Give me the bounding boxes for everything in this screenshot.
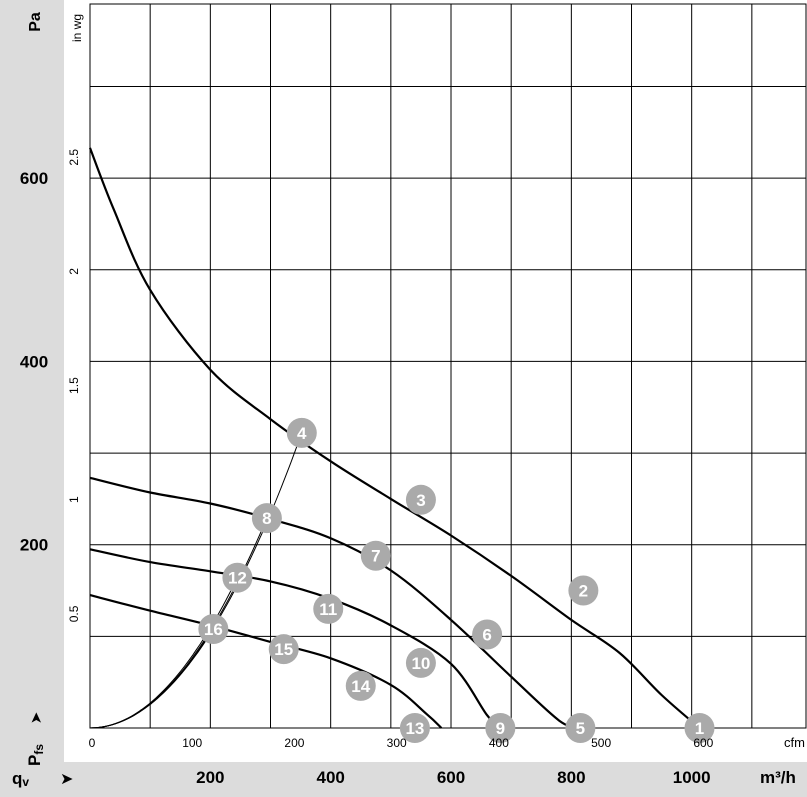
operating-point-label: 16 bbox=[204, 620, 223, 639]
operating-point-label: 7 bbox=[371, 547, 380, 566]
m3h-unit-label: m³/h bbox=[760, 768, 796, 787]
operating-point-marker bbox=[684, 713, 715, 743]
operating-point-marker bbox=[405, 647, 436, 678]
operating-point-marker bbox=[568, 575, 599, 606]
operating-point-label: 10 bbox=[411, 654, 430, 673]
operating-point-label: 11 bbox=[319, 600, 337, 619]
operating-point-marker bbox=[268, 634, 299, 665]
x-tick-label-m3h: 800 bbox=[557, 768, 585, 787]
qv-symbol-text: qv bbox=[12, 769, 29, 789]
operating-point-label: 15 bbox=[274, 640, 293, 659]
operating-line-4 bbox=[89, 628, 214, 729]
operating-point-12: 12 bbox=[222, 562, 253, 593]
x-tick-label-m3h: 1000 bbox=[673, 768, 711, 787]
fan-curve-1 bbox=[88, 147, 701, 729]
operating-point-16: 16 bbox=[198, 614, 229, 645]
fan-curve-4 bbox=[89, 594, 443, 729]
operating-point-label: 8 bbox=[262, 509, 271, 528]
operating-point-marker bbox=[405, 484, 436, 515]
grid-lines bbox=[89, 3, 807, 729]
operating-point-10: 10 bbox=[405, 647, 436, 678]
pa-unit-label: Pa bbox=[27, 12, 44, 32]
x-tick-label-cfm: 500 bbox=[591, 736, 611, 750]
x-tick-label-cfm: 300 bbox=[387, 736, 407, 750]
operating-point-label: 13 bbox=[405, 719, 424, 738]
operating-point-8: 8 bbox=[251, 503, 282, 534]
pfs-symbol: P bbox=[25, 755, 44, 766]
svg-text:Pfs: Pfs bbox=[25, 744, 46, 766]
y-tick-label-pa: 600 bbox=[20, 169, 48, 188]
operating-point-7: 7 bbox=[360, 540, 391, 571]
operating-point-label: 3 bbox=[416, 491, 425, 510]
operating-point-marker bbox=[198, 614, 229, 645]
x-tick-label-m3h: 200 bbox=[196, 768, 224, 787]
operating-point-label: 2 bbox=[579, 582, 588, 601]
operating-point-4: 4 bbox=[286, 417, 317, 448]
operating-point-marker bbox=[399, 713, 430, 743]
qv-symbol: q bbox=[12, 769, 22, 788]
y-tick-label-pa: 400 bbox=[20, 352, 48, 371]
x-tick-label-cfm: 100 bbox=[182, 736, 202, 750]
operating-point-marker bbox=[485, 713, 516, 743]
operating-point-11: 11 bbox=[313, 593, 344, 624]
y-tick-label-inwg: 2.5 bbox=[67, 149, 81, 166]
pfs-arrow: ➤ bbox=[28, 712, 45, 725]
operating-point-15: 15 bbox=[268, 634, 299, 665]
x-tick-label-cfm: 600 bbox=[693, 736, 713, 750]
operating-point-marker bbox=[345, 670, 376, 701]
operating-point-1: 1 bbox=[684, 713, 715, 743]
operating-point-marker bbox=[360, 540, 391, 571]
y-tick-label-pa: 200 bbox=[20, 536, 48, 555]
y-tick-label-inwg: 1.5 bbox=[67, 377, 81, 394]
operating-point-label: 9 bbox=[496, 719, 505, 738]
operating-point-marker bbox=[251, 503, 282, 534]
operating-point-label: 6 bbox=[482, 626, 491, 645]
y-tick-label-inwg: 1 bbox=[67, 496, 81, 503]
operating-point-label: 1 bbox=[695, 719, 704, 738]
left-axis-band bbox=[0, 0, 64, 797]
operating-point-label: 14 bbox=[351, 677, 370, 696]
x-tick-label-cfm: 200 bbox=[284, 736, 304, 750]
operating-point-label: 5 bbox=[576, 719, 585, 738]
operating-point-marker bbox=[313, 593, 344, 624]
cfm-unit-label: cfm bbox=[784, 735, 805, 750]
operating-point-3: 3 bbox=[405, 484, 436, 515]
x-tick-label-m3h: 400 bbox=[316, 768, 344, 787]
operating-point-6: 6 bbox=[472, 619, 503, 650]
operating-point-2: 2 bbox=[568, 575, 599, 606]
operating-point-9: 9 bbox=[485, 713, 516, 743]
qv-arrow: ➤ bbox=[60, 771, 73, 788]
y-tick-label-inwg: 0.5 bbox=[67, 605, 81, 622]
x-tick-label-m3h: 600 bbox=[437, 768, 465, 787]
bottom-axis-band bbox=[0, 762, 807, 797]
plot-area bbox=[90, 4, 806, 728]
operating-point-marker bbox=[472, 619, 503, 650]
operating-point-marker bbox=[222, 562, 253, 593]
qv-subscript: v bbox=[22, 775, 29, 789]
operating-point-marker bbox=[565, 713, 596, 743]
y-tick-label-inwg: 2 bbox=[67, 268, 81, 275]
x-tick-label-cfm: 0 bbox=[89, 736, 96, 750]
operating-point-label: 4 bbox=[297, 424, 307, 443]
operating-point-5: 5 bbox=[565, 713, 596, 743]
x-tick-label-cfm: 400 bbox=[489, 736, 509, 750]
y-axis-symbol: Pfs bbox=[25, 744, 46, 766]
operating-point-14: 14 bbox=[345, 670, 376, 701]
operating-point-13: 13 bbox=[399, 713, 430, 743]
operating-point-marker bbox=[286, 417, 317, 448]
operating-point-label: 12 bbox=[228, 569, 247, 588]
inwg-unit-label: in wg bbox=[70, 14, 84, 42]
plot-border bbox=[89, 3, 807, 729]
pfs-subscript: fs bbox=[32, 744, 46, 755]
